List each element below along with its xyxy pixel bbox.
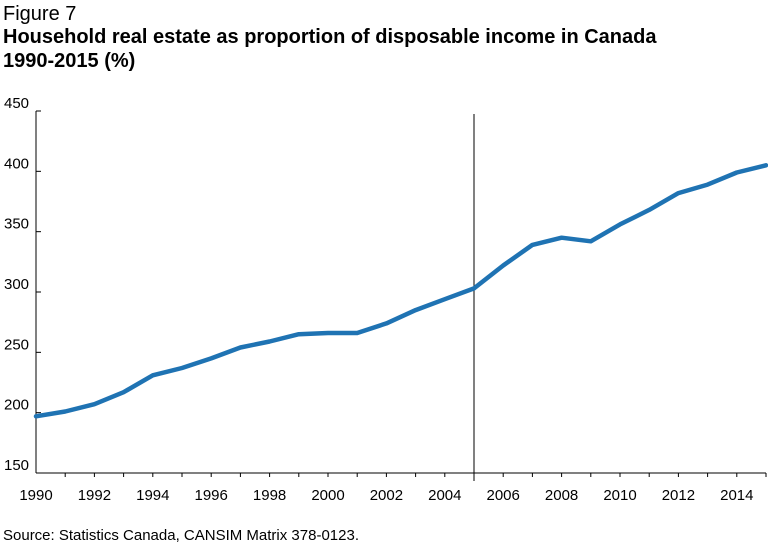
x-tick-label: 1990 [19, 487, 52, 504]
y-tick-label: 200 [4, 397, 29, 414]
y-tick-label: 150 [4, 457, 29, 474]
x-tick-label: 1992 [78, 487, 111, 504]
series-line [33, 163, 768, 419]
x-tick-label: 1996 [195, 487, 228, 504]
chart-title: Household real estate as proportion of d… [3, 25, 656, 73]
x-tick-label: 2002 [370, 487, 403, 504]
x-tick-label: 1998 [253, 487, 286, 504]
y-tick-label: 350 [4, 216, 29, 233]
x-tick-label: 2004 [428, 487, 461, 504]
y-tick-label: 300 [4, 276, 29, 293]
x-tick-label: 2006 [487, 487, 520, 504]
chart-title-line-2: 1990-2015 (%) [3, 50, 136, 72]
x-tick-label: 2000 [311, 487, 344, 504]
y-tick-label: 400 [4, 155, 29, 172]
y-tick-label: 450 [4, 95, 29, 112]
x-tick-label: 1994 [136, 487, 169, 504]
source-note: Source: Statistics Canada, CANSIM Matrix… [3, 527, 359, 544]
y-axis: 150 200 250 300 350 400 450 [4, 95, 41, 474]
figure-label: Figure 7 [3, 3, 77, 25]
x-tick-label: 2008 [545, 487, 578, 504]
x-tick-label: 2014 [720, 487, 753, 504]
series-group [33, 163, 768, 419]
x-tick-label: 2010 [603, 487, 636, 504]
x-axis: 1990 1992 1994 1996 1998 2000 2002 2004 2006 2008… [19, 472, 767, 504]
y-tick-label: 250 [4, 336, 29, 353]
x-tick-label: 2012 [662, 487, 695, 504]
chart-title-line-1: Household real estate as proportion of d… [3, 26, 657, 48]
